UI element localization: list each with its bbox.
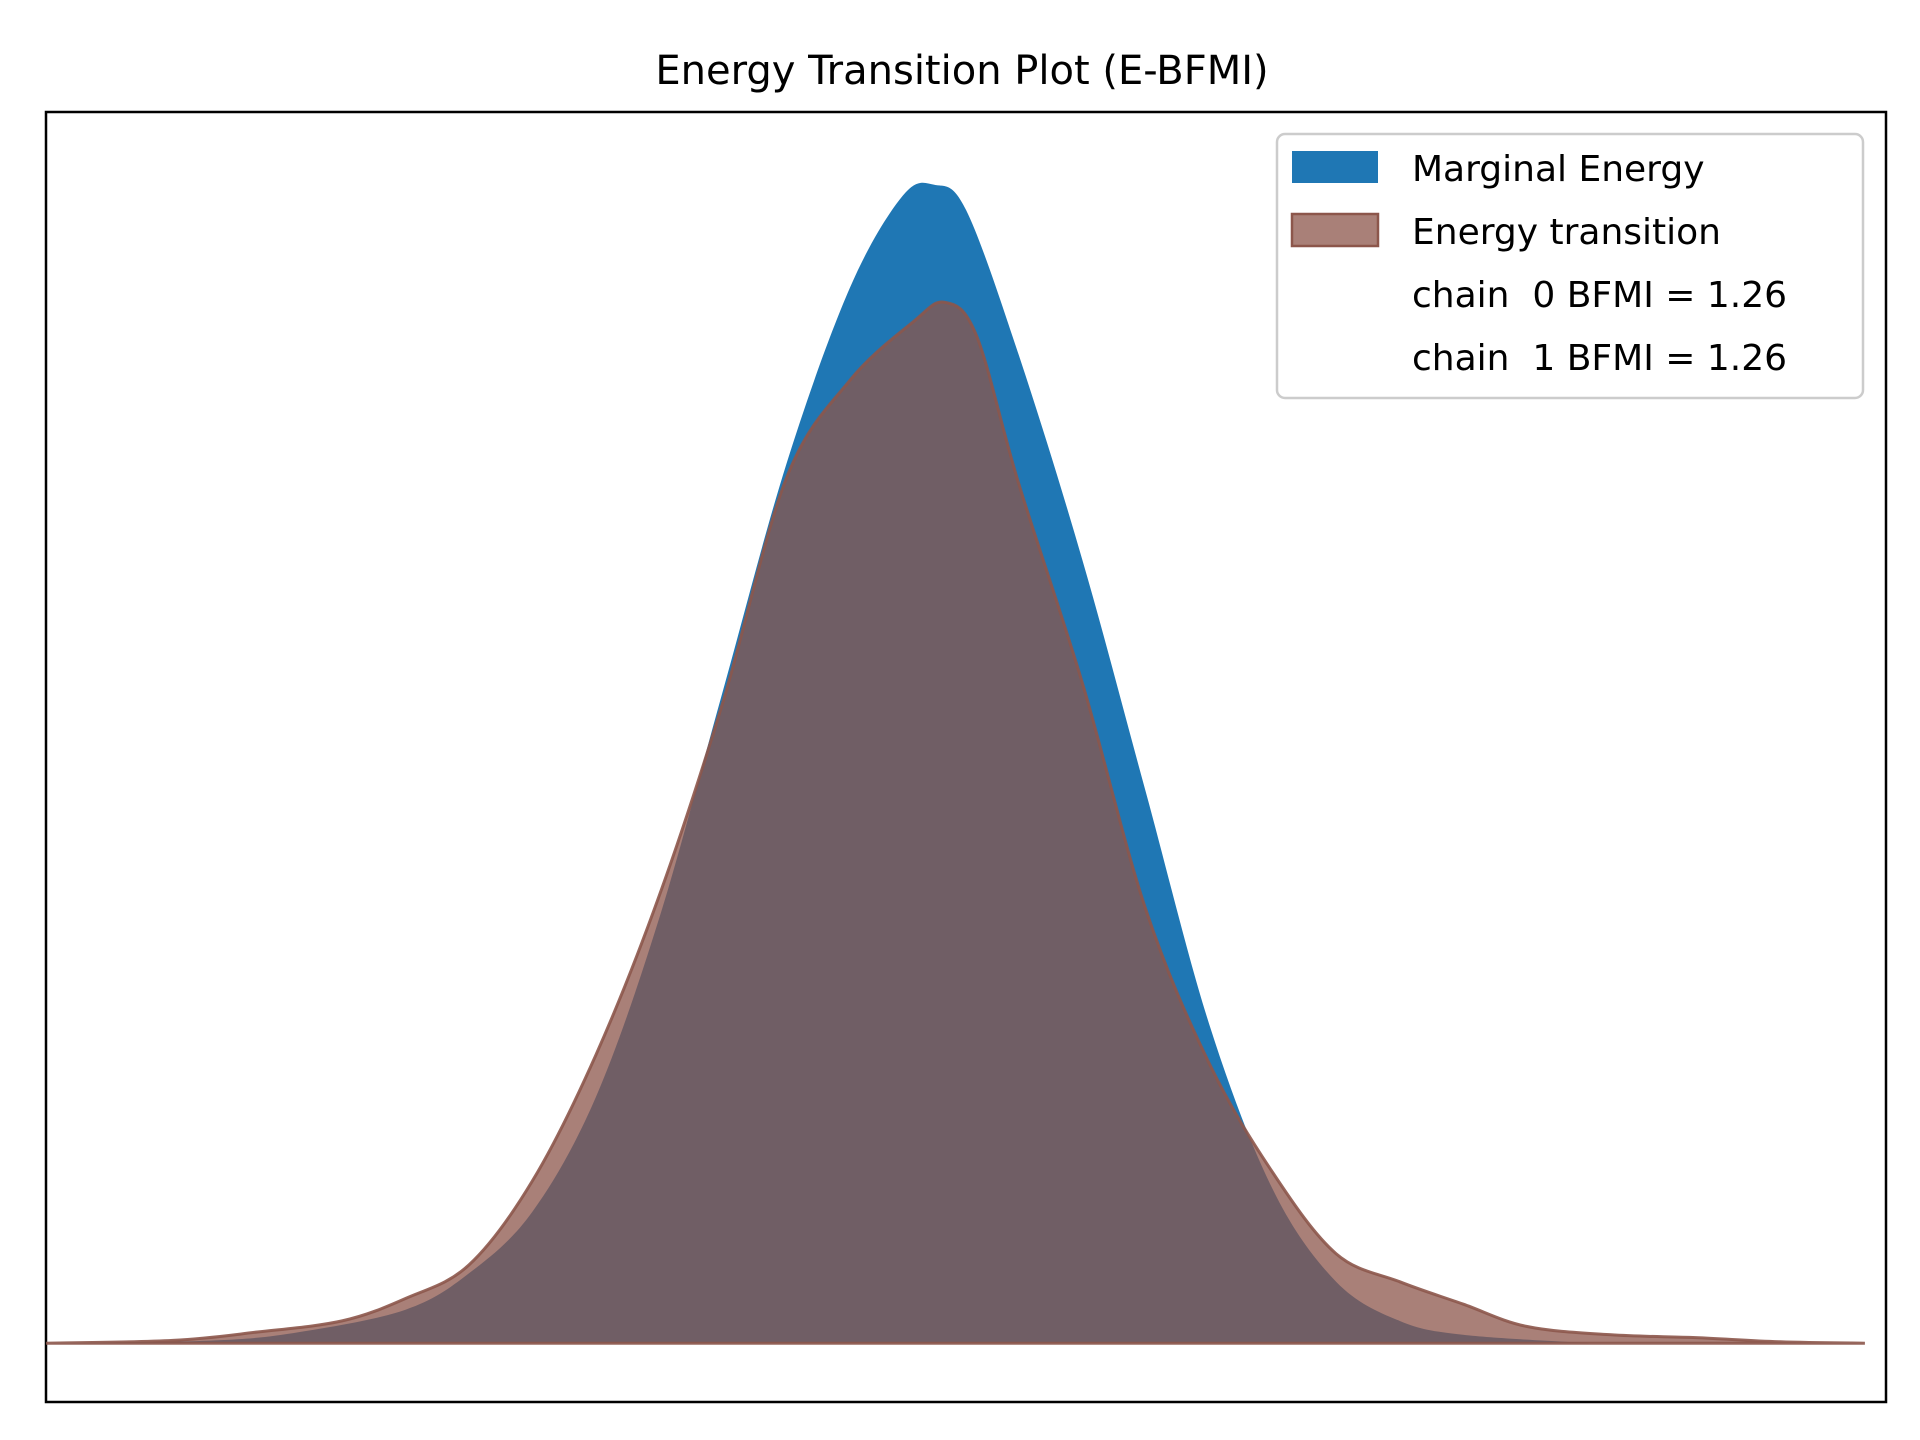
legend-swatch-0 (1292, 151, 1378, 183)
legend-label-2: chain 0 BFMI = 1.26 (1412, 275, 1787, 316)
legend-box (1275, 132, 1865, 400)
legend: Marginal Energy Energy transition chain 0 … (1275, 132, 1865, 400)
legend-label-3: chain 1 BFMI = 1.26 (1412, 338, 1787, 379)
plot-area-frame (44, 110, 1888, 1404)
series-layer (45, 182, 1865, 1345)
series-area-energy-transition (45, 300, 1865, 1345)
chart-title: Energy Transition Plot (E-BFMI) (655, 48, 1268, 94)
legend-swatch-1 (1290, 212, 1380, 248)
legend-label-0: Marginal Energy (1412, 149, 1705, 190)
legend-label-1: Energy transition (1412, 212, 1721, 253)
